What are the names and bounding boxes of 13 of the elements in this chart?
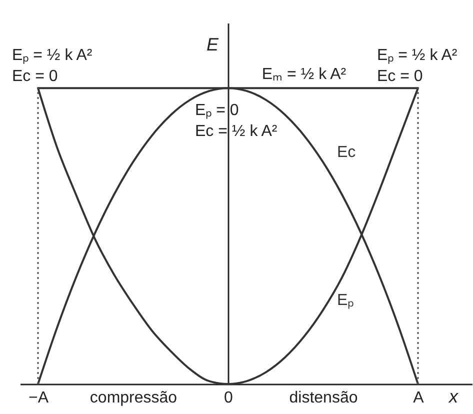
x-tick-label: −A bbox=[28, 390, 49, 406]
x-tick-label: 0 bbox=[224, 390, 234, 406]
series-label: Eₚ bbox=[337, 292, 354, 310]
x-tick-label: distensão bbox=[289, 390, 358, 406]
annotation: Eₚ = ½ k A² Ec = 0 bbox=[377, 47, 458, 86]
series-label: Ec bbox=[337, 144, 356, 162]
ref-line-label: Eₘ = ½ k A² bbox=[262, 66, 347, 84]
x-tick-label: A bbox=[413, 390, 424, 406]
x-axis-title: x bbox=[448, 386, 459, 406]
annotation: Eₚ = 0 Ec = ½ k A² bbox=[195, 102, 278, 140]
y-axis-title: E bbox=[206, 34, 220, 54]
annotation: Eₚ = ½ k A² Ec = 0 bbox=[12, 47, 93, 86]
x-tick-label: compressão bbox=[90, 390, 178, 406]
